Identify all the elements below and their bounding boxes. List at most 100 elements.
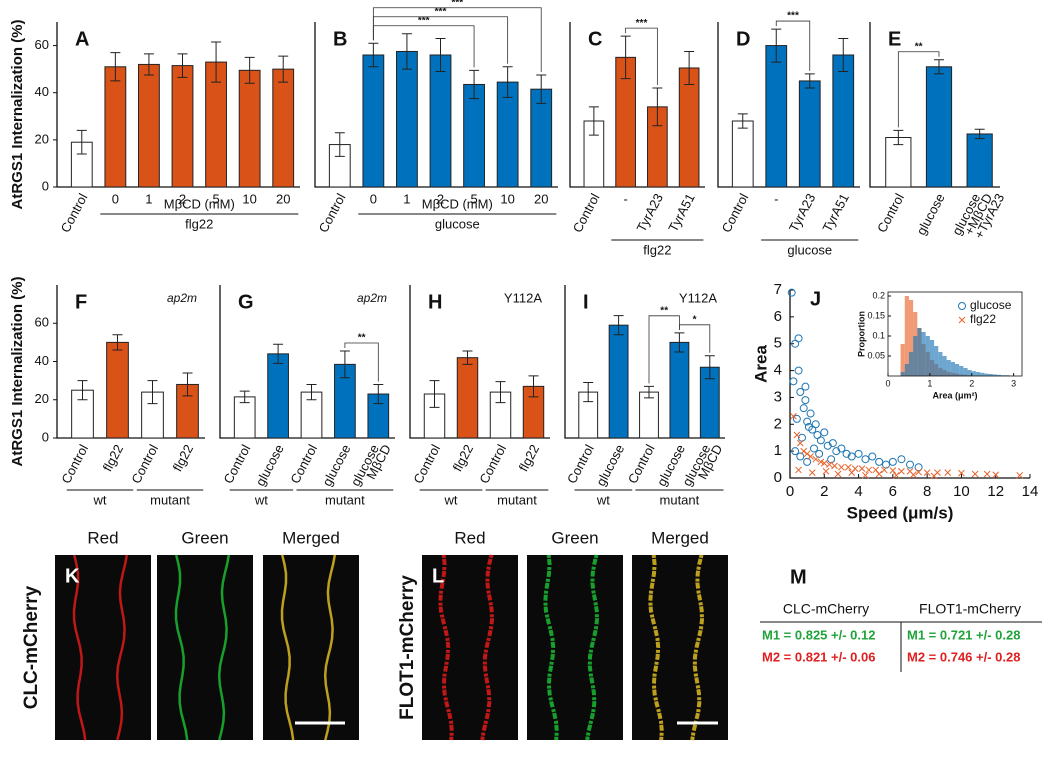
panel-label: C: [588, 28, 602, 50]
x-tick-label: 14: [1022, 483, 1039, 500]
x-tick-label: Control: [874, 191, 907, 235]
micrograph: [157, 555, 253, 740]
y-tick-label: 0.2: [872, 290, 885, 300]
membrane-signal: [543, 554, 559, 741]
panel-label: B: [333, 28, 347, 50]
point: [923, 469, 931, 476]
error-bar: [502, 66, 513, 98]
axis: [869, 22, 1000, 188]
panel-label: H: [428, 291, 442, 313]
point: [791, 447, 800, 456]
histogram-bar: [921, 332, 926, 376]
point: [892, 471, 900, 479]
x-tick-label: Control: [316, 191, 349, 235]
point: [828, 439, 837, 448]
x-tick-label: -: [774, 191, 778, 206]
image-row-label: CLC-mCherry: [21, 585, 42, 709]
point: [983, 470, 991, 478]
panel-label: I: [583, 291, 589, 313]
table-cell: M1 = 0.721 +/- 0.28: [907, 627, 1020, 642]
error-bar: [373, 383, 384, 405]
point: [868, 452, 877, 461]
bar: [639, 391, 659, 439]
histogram-bar: [900, 344, 905, 376]
histogram-bar: [904, 364, 909, 376]
channel-label: Merged: [651, 528, 709, 547]
x-tick-label: 0: [112, 191, 119, 206]
x-tick-label: Control: [58, 442, 91, 486]
histogram-bar: [984, 373, 989, 376]
point: [992, 471, 1000, 479]
group-label: wt: [444, 492, 458, 507]
panel-label: L: [432, 565, 444, 587]
point: [801, 396, 810, 405]
significance-bracket: [344, 342, 379, 382]
histogram-bar: [980, 372, 985, 376]
x-tick-label: glucose: [593, 442, 627, 489]
error-bar: [339, 350, 350, 379]
x-tick-label: 4: [854, 483, 862, 500]
error-bar: [838, 38, 849, 72]
group-label: MβCD (mM): [164, 196, 235, 211]
y-tick-label: 6: [774, 308, 782, 325]
point: [796, 452, 805, 461]
x-tick-label: Control: [287, 442, 320, 486]
bar: [608, 324, 629, 439]
point: [812, 455, 820, 463]
point: [831, 462, 838, 470]
histogram-bar: [934, 346, 939, 376]
x-tick-label: 1: [927, 378, 932, 388]
group-label: glucose: [787, 242, 832, 257]
error-bar: [435, 38, 446, 72]
x-tick-label: 3: [1011, 378, 1016, 388]
significance-bracket: [897, 51, 940, 128]
x-tick-label: 10: [953, 483, 970, 500]
membrane-signal: [174, 554, 189, 741]
x-tick-label: 0: [370, 191, 377, 206]
histogram-bar: [955, 364, 960, 376]
y-tick-label: 20: [35, 391, 49, 406]
group-label: mutant: [150, 492, 190, 507]
point: [898, 467, 905, 475]
point: [822, 467, 830, 475]
x-tick-label: 20: [276, 191, 290, 206]
group-label: wt: [596, 492, 610, 507]
bar: [272, 68, 295, 188]
x-tick-label: flg22: [450, 442, 476, 474]
panel-note: ap2m: [357, 291, 387, 305]
legend-marker: [958, 302, 966, 310]
bar: [463, 83, 485, 188]
x-tick-label: TyrA51: [665, 191, 698, 234]
error-bar: [278, 55, 289, 83]
y-tick-label: 5: [774, 335, 782, 352]
bar: [106, 341, 129, 439]
error-bar: [644, 385, 654, 399]
x-tick-label: Control: [719, 191, 752, 235]
group-label: glucose: [435, 216, 480, 231]
bar: [966, 133, 993, 188]
x-tick-label: 10: [242, 191, 256, 206]
x-tick-label: 10: [500, 191, 514, 206]
error-bar: [306, 383, 317, 401]
bar: [362, 54, 385, 188]
point: [807, 453, 814, 460]
group-label: mutant: [325, 492, 365, 507]
x-axis-label: Area (μm²): [932, 390, 977, 400]
point: [944, 469, 952, 476]
x-tick-label: 2: [437, 191, 444, 206]
error-bar: [334, 132, 345, 157]
x-tick-label: 12: [987, 483, 1004, 500]
legend-label: flg22: [970, 312, 996, 326]
histogram-bar: [959, 366, 964, 376]
significance-label: ***: [451, 0, 463, 8]
point: [790, 412, 797, 420]
y-tick-label: 20: [35, 131, 49, 146]
histogram-bar: [946, 360, 951, 376]
bar: [530, 88, 553, 188]
point: [865, 466, 873, 474]
x-tick-label: Control: [476, 442, 509, 486]
point: [889, 467, 897, 474]
point: [906, 460, 914, 469]
y-axis-label: AtRGS1 Internalization (%): [9, 276, 26, 466]
